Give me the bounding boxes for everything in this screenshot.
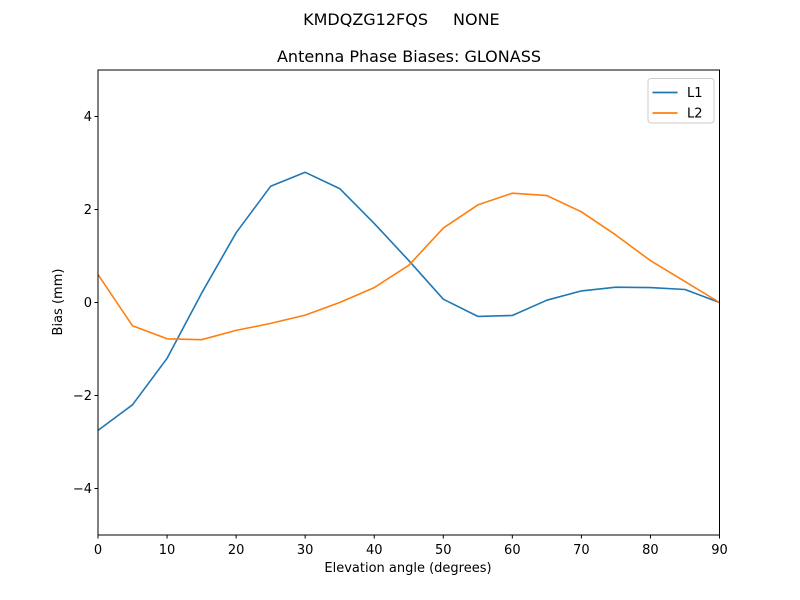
legend-box — [647, 78, 715, 124]
x-tick-label: 10 — [159, 543, 176, 558]
x-tick-label: 50 — [435, 543, 452, 558]
x-tick-label: 80 — [642, 543, 659, 558]
axes-title: Antenna Phase Biases: GLONASS — [277, 47, 541, 66]
figure-suptitle-left: KMDQZG12FQS — [303, 10, 428, 29]
x-tick-label: 30 — [297, 543, 314, 558]
y-axis-ticks: −4 −2 0 2 4 — [73, 110, 98, 497]
y-tick-label: −2 — [73, 389, 92, 404]
series-line-l1 — [97, 171, 720, 432]
x-axis-label: Elevation angle (degrees) — [324, 561, 491, 576]
series-line-l2 — [97, 192, 720, 341]
y-tick-label: 4 — [84, 110, 92, 125]
figure-suptitle-right: NONE — [453, 10, 500, 29]
plot-area-frame — [97, 69, 720, 536]
series-lines — [97, 171, 720, 432]
y-axis-label: Bias (mm) — [51, 269, 66, 336]
x-axis-ticks: 0 10 20 30 40 50 60 70 80 90 — [94, 535, 728, 558]
legend: L1 L2 — [647, 78, 715, 124]
x-tick-label: 0 — [94, 543, 102, 558]
y-tick-label: 0 — [84, 296, 92, 311]
legend-label-l1: L1 — [687, 86, 703, 101]
y-tick-label: −4 — [73, 482, 92, 497]
x-tick-label: 20 — [228, 543, 245, 558]
y-tick-label: 2 — [84, 203, 92, 218]
x-tick-label: 60 — [504, 543, 521, 558]
x-tick-label: 90 — [711, 543, 728, 558]
x-tick-label: 40 — [366, 543, 383, 558]
legend-label-l2: L2 — [687, 107, 703, 122]
x-tick-label: 70 — [573, 543, 590, 558]
